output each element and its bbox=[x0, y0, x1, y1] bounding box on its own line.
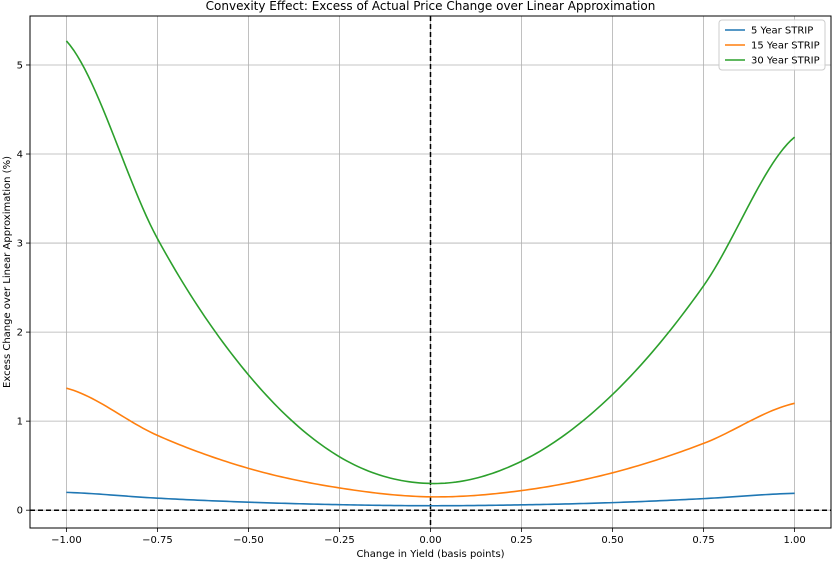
x-tick-label: −0.75 bbox=[142, 535, 173, 546]
y-tick-label: 2 bbox=[17, 328, 23, 339]
legend-box bbox=[718, 19, 826, 71]
y-tick-label: 3 bbox=[17, 239, 23, 250]
x-axis-ticks: −1.00 −0.75 −0.50 −0.25 0.00 0.25 0.50 0.75 1.00 bbox=[51, 528, 806, 546]
series-line-1 bbox=[66, 491, 795, 507]
y-tick-label: 1 bbox=[17, 417, 23, 428]
y-tick-label: 5 bbox=[17, 60, 23, 71]
y-tick-label: 0 bbox=[17, 506, 23, 517]
chart-title: Convexity Effect: Excess of Actual Price… bbox=[206, 0, 656, 13]
x-axis-label: Change in Yield (basis points) bbox=[356, 549, 504, 560]
x-tick-label: 1.00 bbox=[783, 535, 805, 546]
x-tick-label: 0.00 bbox=[419, 535, 441, 546]
y-axis-ticks: 0 1 2 3 4 5 bbox=[17, 60, 30, 517]
y-axis-label: Excess Change over Linear Approximation … bbox=[2, 156, 13, 388]
legend-label: 30 Year STRIP bbox=[751, 56, 820, 67]
y-tick-label: 4 bbox=[17, 150, 23, 161]
x-tick-label: −0.50 bbox=[233, 535, 264, 546]
x-tick-label: 0.25 bbox=[510, 535, 532, 546]
series-layer bbox=[65, 40, 796, 507]
reference-lines bbox=[30, 16, 831, 528]
legend-label: 15 Year STRIP bbox=[751, 41, 820, 52]
x-tick-label: −0.25 bbox=[324, 535, 355, 546]
x-tick-label: 0.75 bbox=[692, 535, 714, 546]
series-line-2 bbox=[66, 387, 795, 498]
legend: 5 Year STRIP 15 Year STRIP 30 Year STRIP bbox=[718, 19, 826, 71]
series-line-3 bbox=[65, 40, 796, 485]
legend-label: 5 Year STRIP bbox=[751, 26, 813, 37]
x-tick-label: −1.00 bbox=[51, 535, 82, 546]
x-tick-label: 0.50 bbox=[601, 535, 623, 546]
